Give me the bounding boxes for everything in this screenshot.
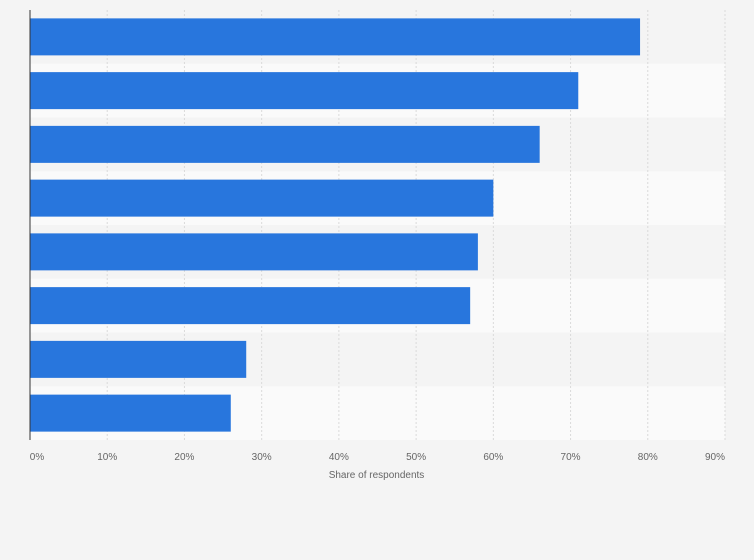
bar[interactable]: [30, 18, 641, 56]
x-tick-label: 90%: [705, 452, 725, 463]
bar[interactable]: [30, 233, 478, 271]
bar[interactable]: [30, 72, 579, 110]
bar[interactable]: [30, 287, 471, 325]
x-tick-label: 50%: [406, 452, 426, 463]
bar[interactable]: [30, 179, 494, 217]
x-axis-title: Share of respondents: [329, 470, 425, 481]
bar[interactable]: [30, 394, 231, 432]
x-tick-label: 10%: [97, 452, 117, 463]
x-tick-label: 20%: [174, 452, 194, 463]
x-tick-labels: 0% 10% 20% 30% 40% 50% 60% 70% 80% 90%: [30, 452, 725, 463]
x-tick-label: 0%: [30, 452, 45, 463]
x-tick-label: 60%: [483, 452, 503, 463]
bar[interactable]: [30, 340, 247, 378]
bars: [30, 18, 641, 432]
x-tick-label: 40%: [329, 452, 349, 463]
x-tick-label: 70%: [561, 452, 581, 463]
x-tick-label: 30%: [252, 452, 272, 463]
x-tick-label: 80%: [638, 452, 658, 463]
bar[interactable]: [30, 125, 540, 163]
